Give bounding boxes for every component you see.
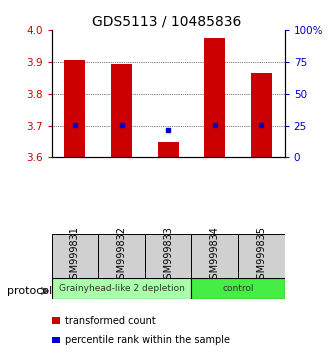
Bar <box>98 234 145 278</box>
Bar <box>238 234 285 278</box>
Text: GDS5113 / 10485836: GDS5113 / 10485836 <box>92 14 241 28</box>
Bar <box>52 278 191 299</box>
Point <box>212 122 217 127</box>
Bar <box>145 234 191 278</box>
Text: GSM999833: GSM999833 <box>163 226 173 285</box>
Point <box>119 122 124 127</box>
Text: GSM999832: GSM999832 <box>117 226 127 285</box>
Text: GSM999834: GSM999834 <box>210 226 220 285</box>
Bar <box>158 142 179 157</box>
Bar <box>64 60 85 157</box>
Text: Grainyhead-like 2 depletion: Grainyhead-like 2 depletion <box>59 284 184 293</box>
Text: protocol: protocol <box>7 286 52 296</box>
Point <box>166 127 171 133</box>
Point <box>259 122 264 127</box>
Text: GSM999831: GSM999831 <box>70 226 80 285</box>
Bar <box>52 234 98 278</box>
Bar <box>251 73 272 157</box>
Text: transformed count: transformed count <box>65 316 156 326</box>
Text: percentile rank within the sample: percentile rank within the sample <box>65 335 230 345</box>
Bar <box>191 234 238 278</box>
Bar <box>191 278 285 299</box>
Text: GSM999835: GSM999835 <box>256 226 266 285</box>
Text: control: control <box>222 284 254 293</box>
Point <box>72 122 78 127</box>
Bar <box>111 64 132 157</box>
Bar <box>204 38 225 157</box>
